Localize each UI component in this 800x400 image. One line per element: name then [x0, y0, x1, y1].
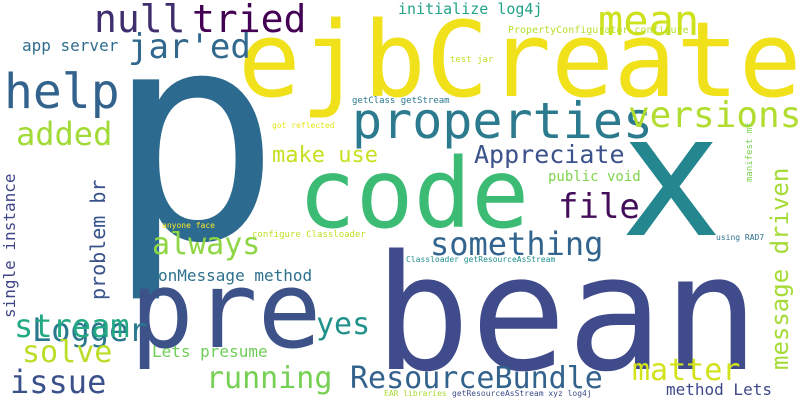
word-message-driven: message driven	[766, 167, 794, 370]
word-public-void: public void	[548, 169, 641, 185]
word-p: p	[106, 0, 281, 307]
word-getresourceasstream-xyz-log4j: getResourceAsStream xyz log4j	[452, 389, 592, 398]
word-pre: pre	[130, 249, 322, 372]
word-anyone-face: anyone face	[162, 221, 215, 230]
word-ear-libraries: EAR libraries	[384, 389, 447, 398]
word-something: something	[430, 225, 604, 263]
word-ejbcreate: ejbCreate	[238, 0, 800, 121]
word-onmessage-method: onMessage method	[158, 266, 313, 285]
word-null: null	[94, 0, 186, 41]
word-getclass-getstream: getClass getStream	[352, 96, 450, 106]
word-initialize-log4j: initialize log4j	[398, 0, 543, 18]
word-method-lets: method Lets	[666, 380, 772, 399]
word-propertyconfigurator-configure: PropertyConfigurator configure	[508, 25, 689, 36]
word-versions: versions	[628, 95, 800, 136]
word-added: added	[16, 115, 113, 153]
word-single-instance: single instance	[0, 173, 19, 319]
word-manifest-mf: manifest mf	[745, 122, 755, 182]
word-x: x	[620, 78, 723, 276]
word-tried: tried	[192, 0, 307, 41]
word-file: file	[558, 187, 640, 227]
word-solve: solve	[22, 335, 113, 370]
word-running: running	[206, 361, 333, 396]
word-resourcebundle: ResourceBundle	[350, 361, 603, 396]
word-matter: matter	[632, 353, 741, 388]
word-classloader-getresourceasstream: Classloader getResourceAsStream	[406, 255, 556, 264]
word-stream: stream	[14, 307, 130, 345]
word-yes: yes	[316, 307, 371, 342]
word-bean: bean	[374, 220, 760, 400]
word-code: code	[298, 138, 530, 250]
word-got-reflected: got reflected	[272, 121, 335, 130]
word-using-rad7: using RAD7	[716, 233, 765, 242]
word-problem-br: problem br	[86, 179, 110, 300]
word-jared: jar'ed	[128, 27, 251, 67]
word-make-use: make use	[272, 143, 378, 168]
word-properties: properties	[352, 92, 654, 150]
word-test-jar: test jar	[450, 55, 494, 65]
word-always: always	[152, 227, 261, 262]
word-app-server: app server	[22, 36, 119, 55]
word-configure-classloader: configure Classloader	[252, 230, 366, 240]
word-lets-presume: Lets presume	[152, 342, 268, 361]
word-appreciate: Appreciate	[474, 140, 625, 169]
word-logger: Logger	[32, 311, 148, 349]
word-help: help	[4, 64, 120, 120]
word-mean: mean	[598, 0, 700, 45]
word-issue: issue	[10, 363, 107, 400]
